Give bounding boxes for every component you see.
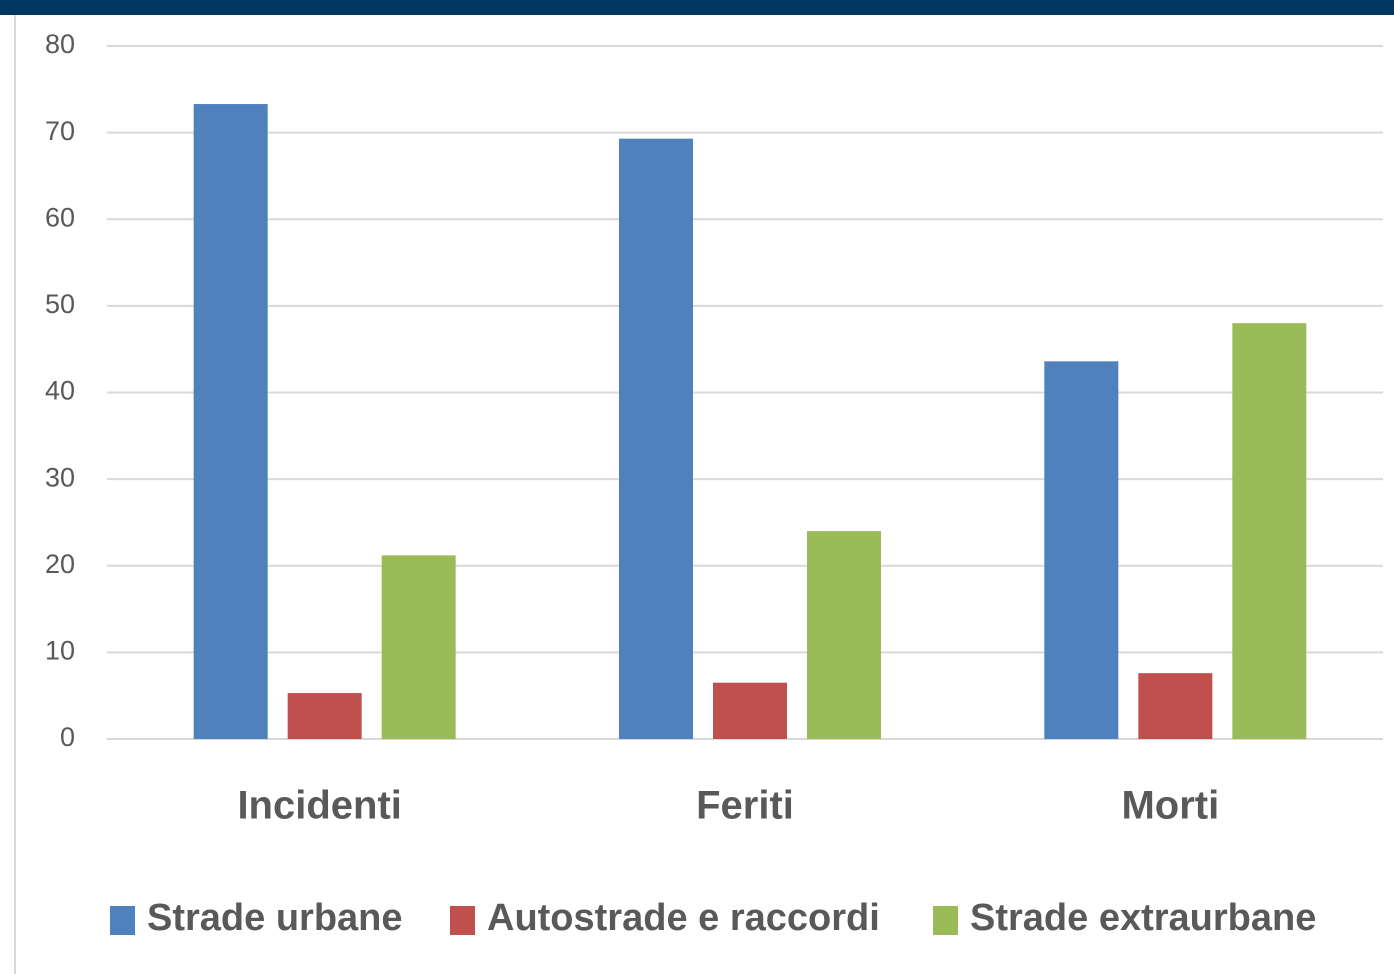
y-tick-label: 20 [45,549,75,579]
y-tick-label: 30 [45,462,75,492]
bar [807,531,881,739]
bar [1044,361,1119,739]
legend-label: Autostrade e raccordi [487,897,880,939]
y-tick-label: 50 [45,289,75,319]
y-tick-label: 70 [45,116,75,146]
legend-swatch [110,906,135,935]
legend-swatch [450,906,475,935]
legend-label: Strade extraurbane [970,897,1316,939]
bar [287,693,362,739]
bar [713,682,787,739]
y-tick-label: 0 [60,722,75,752]
x-tick-label: Morti [1121,784,1219,828]
y-tick-label: 60 [45,202,75,232]
bar [381,555,456,739]
legend-swatch [933,906,958,935]
x-tick-label: Feriti [696,784,794,828]
bar [619,138,693,740]
y-tick-label: 10 [45,636,75,666]
header-bar [0,0,1394,15]
bar [1138,673,1213,739]
bar [193,104,268,739]
legend-label: Strade urbane [147,897,403,939]
bar [1232,323,1307,739]
y-tick-label: 40 [45,376,75,406]
y-tick-label: 80 [45,29,75,59]
x-tick-label: Incidenti [237,784,401,828]
